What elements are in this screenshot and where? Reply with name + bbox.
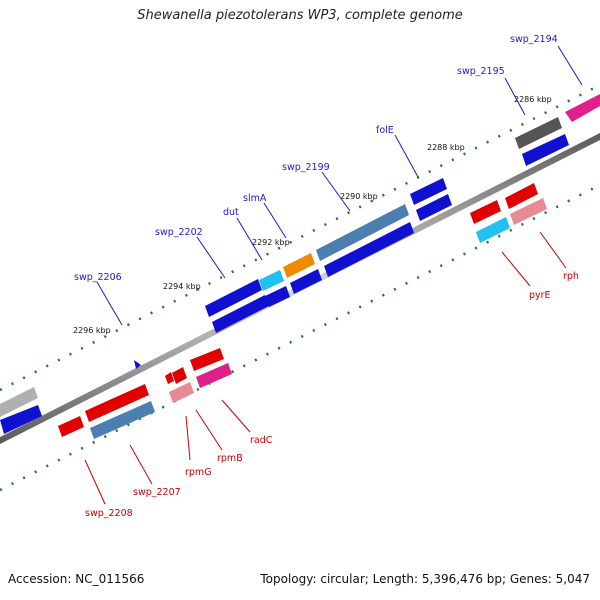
gene-box-forward[interactable]: [416, 194, 452, 221]
gene-box-dut[interactable]: [259, 270, 284, 291]
leader-line: [236, 217, 263, 261]
leader-line: [96, 281, 123, 326]
map-title: Shewanella piezotolerans WP3, complete g…: [137, 8, 463, 23]
gene-box-reverse[interactable]: [470, 200, 501, 224]
gene-label-swp_2208[interactable]: swp_2208: [85, 508, 133, 519]
gene-label-folE[interactable]: folE: [376, 125, 394, 136]
leader-line: [196, 236, 226, 279]
inner-tick-track: [0, 183, 600, 492]
leader-line: [557, 45, 583, 86]
forward-strand-genes: [0, 94, 600, 434]
leader-line: [321, 171, 351, 212]
gene-box-forward[interactable]: [324, 222, 414, 277]
forward-leader-lines: [96, 45, 583, 326]
gene-box-swp_2208[interactable]: [58, 416, 84, 437]
gene-box-swp_2207[interactable]: [90, 401, 155, 439]
reverse-leader-lines: [84, 231, 567, 505]
gene-label-swp_2199[interactable]: swp_2199: [282, 162, 330, 173]
gene-label-swp_2206[interactable]: swp_2206: [74, 272, 122, 283]
gene-label-swp_2194[interactable]: swp_2194: [510, 34, 558, 45]
gene-box-forward[interactable]: [522, 134, 569, 166]
gene-box-forward[interactable]: [0, 405, 42, 434]
ruler-labels: 2286 kbp 2288 kbp 2290 kbp 2292 kbp 2294…: [73, 95, 552, 335]
gene-box-slmA[interactable]: [283, 253, 315, 278]
forward-gene-labels: swp_2194 swp_2195 folE swp_2199 slmA dut…: [74, 34, 558, 283]
gene-box-swp_2202[interactable]: [205, 279, 262, 317]
gene-label-dut[interactable]: dut: [223, 207, 239, 218]
gene-box-swp_2206[interactable]: [134, 360, 141, 369]
kbp-label: 2296 kbp: [73, 326, 111, 335]
gene-box-reverse[interactable]: [505, 183, 538, 209]
kbp-label: 2286 kbp: [514, 95, 552, 104]
reverse-strand-genes: [58, 183, 547, 439]
kbp-label: 2288 kbp: [427, 143, 465, 152]
gene-box-radC[interactable]: [196, 363, 232, 388]
gene-box-pyrE[interactable]: [476, 217, 510, 243]
accession-text: Accession: NC_011566: [8, 572, 145, 586]
leader-line: [129, 444, 153, 485]
leader-line: [394, 134, 419, 178]
gene-box-rph[interactable]: [510, 198, 547, 225]
gene-label-slmA[interactable]: slmA: [243, 193, 267, 204]
gene-box-forward[interactable]: [0, 387, 38, 417]
gene-label-rpmG[interactable]: rpmG: [185, 467, 212, 478]
leader-line: [221, 399, 251, 433]
gene-label-radC[interactable]: radC: [250, 435, 273, 446]
gene-label-rpmB[interactable]: rpmB: [217, 453, 243, 464]
gene-label-pyrE[interactable]: pyrE: [529, 290, 551, 301]
leader-line: [539, 231, 567, 269]
gene-box-rpmB[interactable]: [169, 382, 194, 403]
kbp-label: 2294 kbp: [163, 282, 201, 291]
gene-box-swp_2194[interactable]: [565, 94, 600, 122]
gene-box-forward[interactable]: [212, 295, 269, 333]
gene-box-folE[interactable]: [410, 178, 447, 205]
gene-label-swp_2202[interactable]: swp_2202: [155, 227, 203, 238]
leader-line: [185, 415, 191, 461]
genome-summary-text: Topology: circular; Length: 5,396,476 bp…: [260, 572, 590, 586]
gene-box-forward[interactable]: [290, 269, 322, 294]
outer-tick-track: [0, 83, 600, 392]
gene-box-reverse[interactable]: [172, 367, 187, 384]
leader-line: [263, 202, 287, 239]
gene-box-forward[interactable]: [265, 286, 290, 307]
gene-label-rph[interactable]: rph: [563, 271, 579, 282]
leader-line: [504, 77, 526, 116]
gene-box-reverse[interactable]: [85, 384, 149, 422]
gene-box-swp_2195[interactable]: [515, 117, 562, 149]
gene-box-reverse[interactable]: [190, 348, 224, 371]
gene-label-swp_2195[interactable]: swp_2195: [457, 66, 505, 77]
gene-label-swp_2207[interactable]: swp_2207: [133, 487, 181, 498]
reverse-gene-labels: rph pyrE radC rpmB rpmG swp_2207 swp_220…: [85, 271, 579, 519]
leader-line: [501, 251, 531, 287]
gene-box-reverse[interactable]: [165, 372, 174, 384]
leader-line: [195, 409, 223, 451]
kbp-label: 2290 kbp: [340, 192, 378, 201]
leader-line: [84, 459, 106, 505]
gene-box-swp_2199[interactable]: [316, 204, 409, 261]
kbp-label: 2292 kbp: [252, 238, 290, 247]
